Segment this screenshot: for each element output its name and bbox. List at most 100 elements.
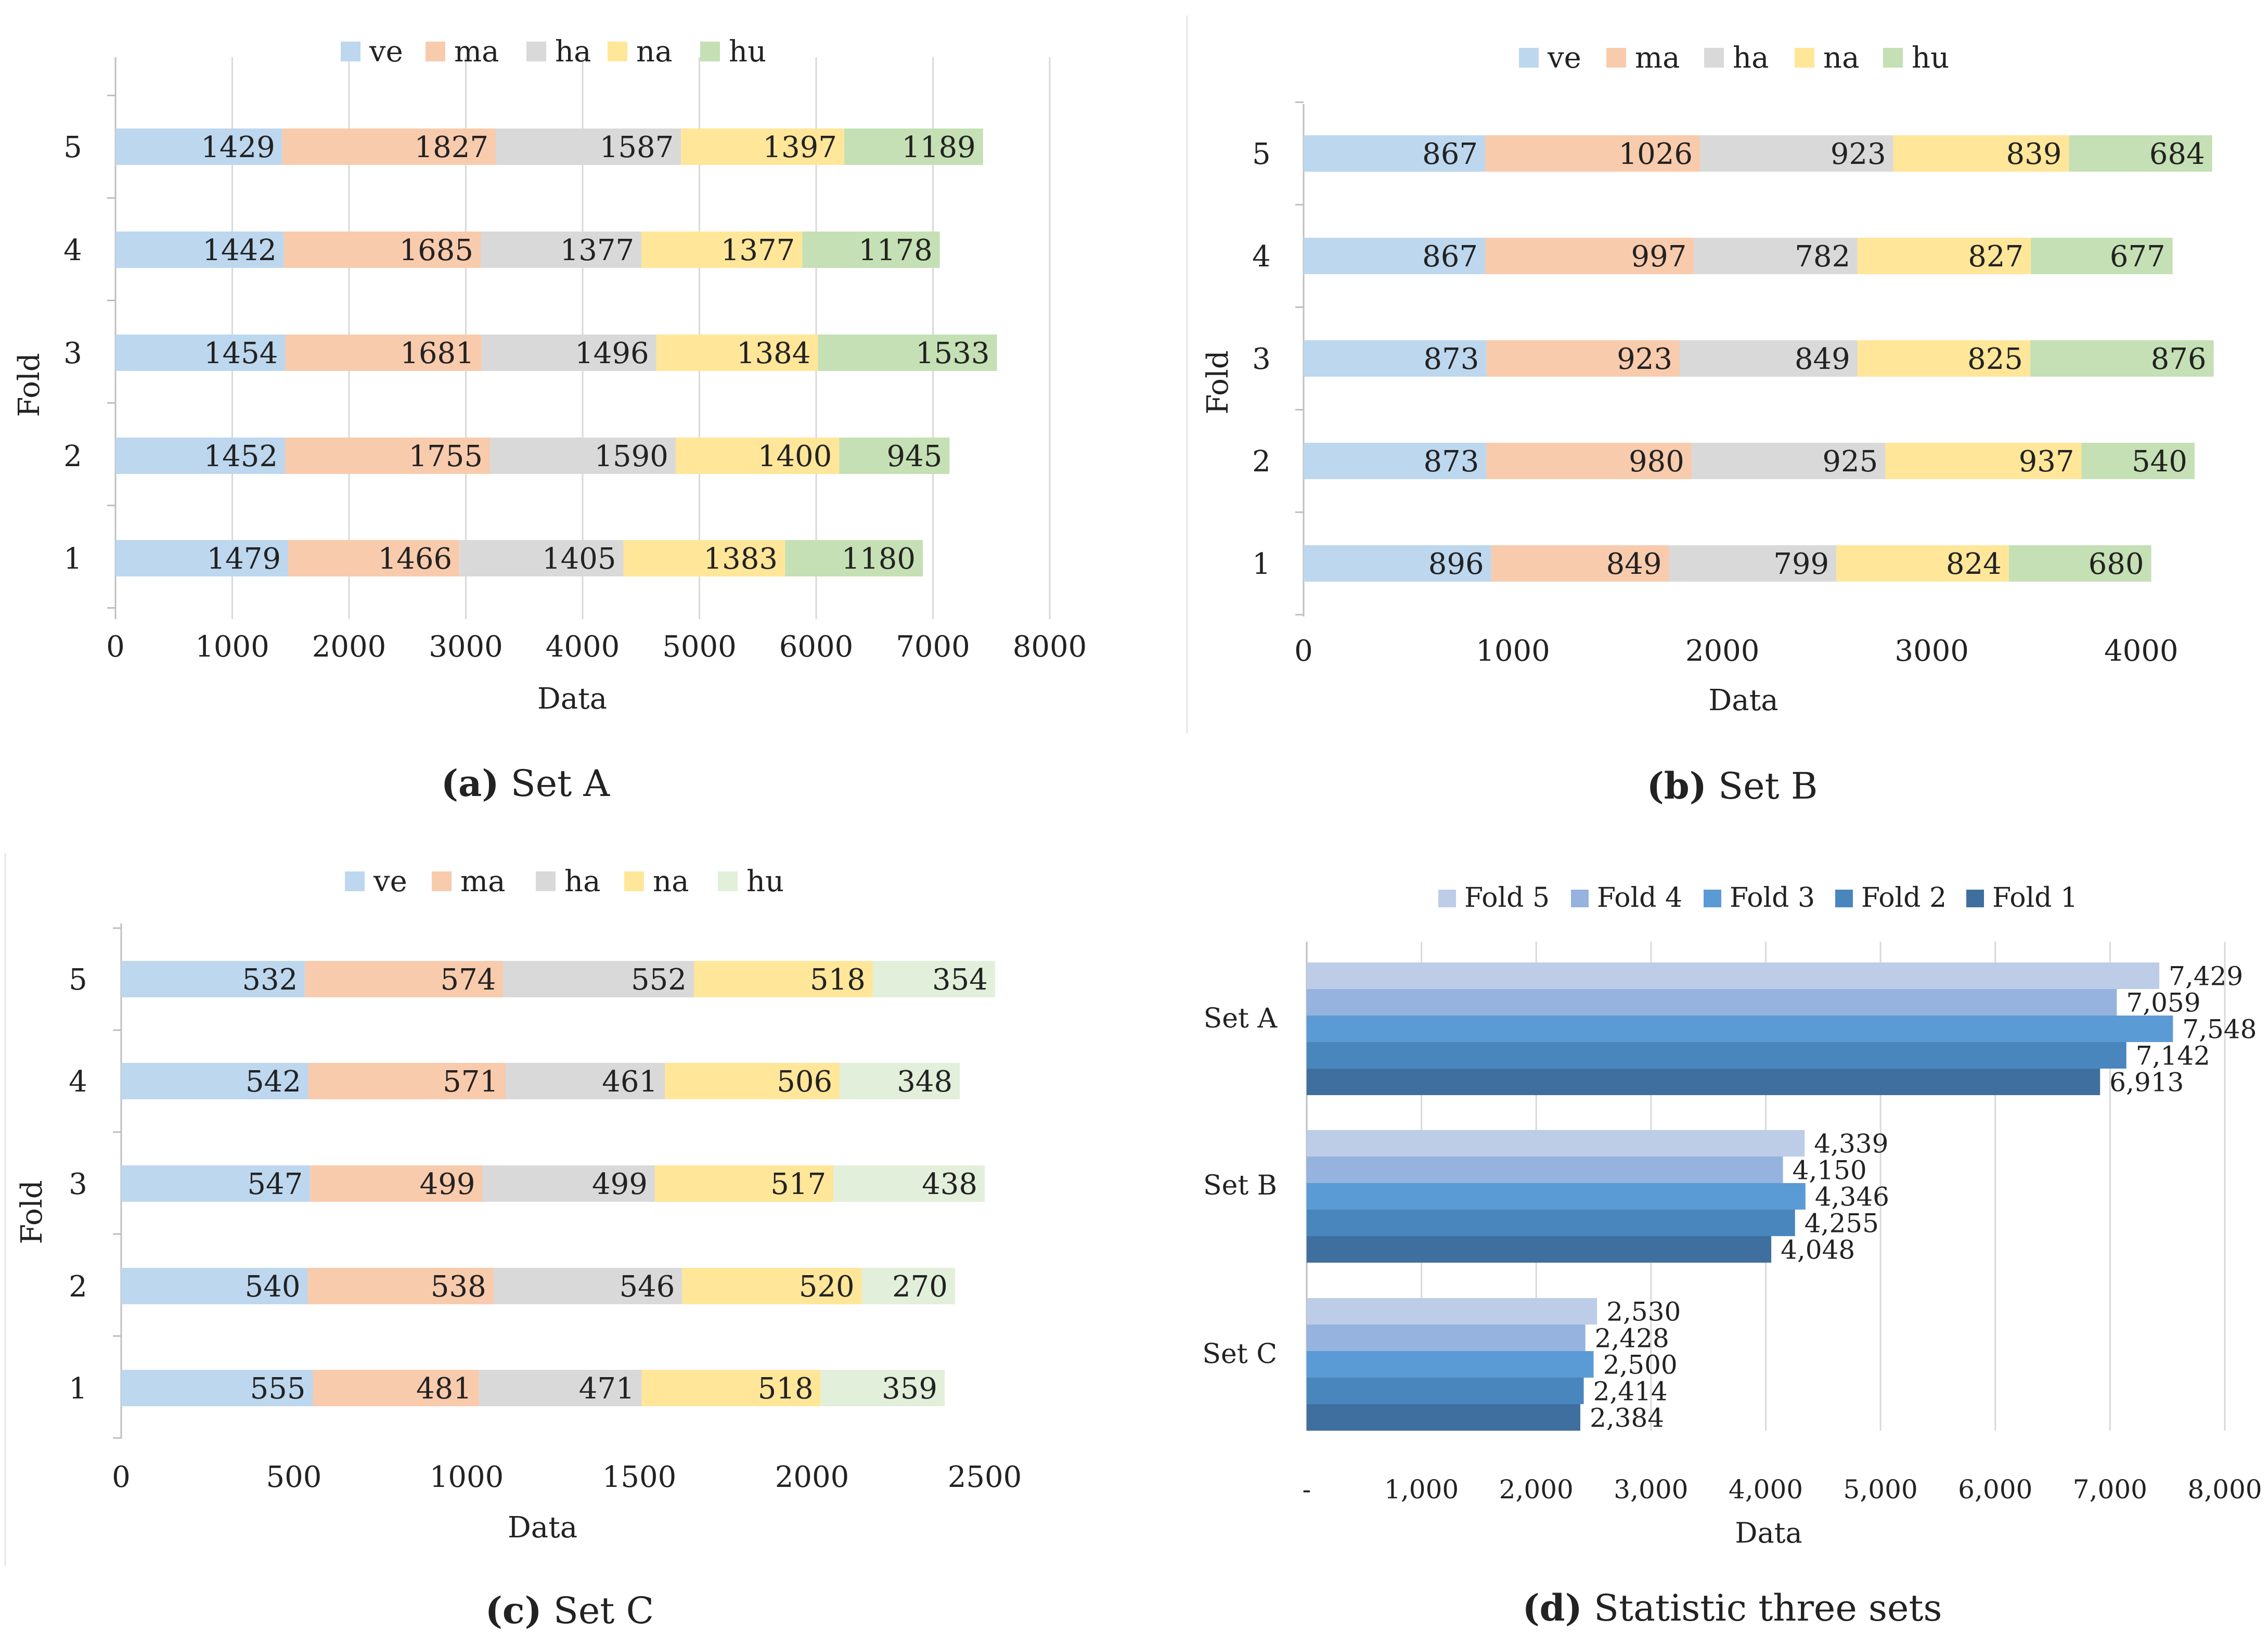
bar-ha-fold-4	[481, 232, 642, 268]
category-label: 3	[69, 1167, 87, 1201]
bar-ve-fold-5	[115, 129, 282, 165]
bar-ha-fold-3	[481, 335, 656, 371]
bar-ve-fold-1	[121, 1370, 313, 1406]
data-label-na-fold-4: 506	[777, 1065, 832, 1099]
bar-fold-4-set-a	[1307, 989, 2117, 1016]
data-label-ve-fold-1: 555	[250, 1372, 306, 1406]
data-label-ve-fold-2: 873	[1424, 445, 1479, 479]
data-label-ve-fold-4: 867	[1422, 240, 1478, 274]
category-label: 5	[1252, 137, 1271, 171]
bar-ma-fold-4	[1485, 238, 1694, 274]
data-label-ha-fold-3: 1496	[575, 337, 649, 370]
category-label: 5	[63, 131, 82, 164]
data-label-fold-4-set-c: 2,428	[1595, 1324, 1669, 1354]
x-tick-label: 8,000	[2187, 1474, 2262, 1505]
data-label-na-fold-5: 839	[2006, 137, 2061, 171]
x-tick-label: 3000	[429, 630, 503, 664]
data-label-hu-fold-1: 1180	[841, 542, 916, 576]
legend-label-hu: hu	[746, 865, 784, 898]
bar-ma-fold-5	[1485, 135, 1700, 172]
legend-label-na: na	[1823, 41, 1859, 75]
bar-ve-fold-1	[115, 540, 289, 576]
bar-hu-fold-3	[2030, 340, 2214, 377]
category-label: 5	[69, 963, 87, 997]
data-label-fold-3-set-c: 2,500	[1603, 1350, 1678, 1380]
data-label-fold-2-set-a: 7,142	[2136, 1041, 2210, 1071]
x-tick-label: 5000	[662, 630, 737, 664]
bar-hu-fold-3	[818, 335, 997, 371]
bar-ma-fold-3	[285, 335, 482, 371]
bar-ve-fold-2	[121, 1268, 308, 1304]
bar-ma-fold-3	[1486, 340, 1680, 377]
data-label-ma-fold-1: 481	[416, 1372, 472, 1406]
bar-fold-4-set-c	[1307, 1325, 1586, 1351]
data-label-ha-fold-2: 925	[1822, 445, 1878, 479]
x-tick-label: 0	[106, 630, 125, 664]
bar-na-fold-1	[623, 540, 785, 576]
data-label-hu-fold-4: 1178	[858, 234, 933, 267]
data-label-ma-fold-2: 980	[1629, 445, 1684, 479]
legend-label-ve: ve	[1547, 41, 1581, 75]
data-label-fold-1-set-a: 6,913	[2109, 1068, 2184, 1098]
caption-b: (b) Set B	[1647, 764, 1818, 807]
x-tick-label: 7,000	[2073, 1474, 2147, 1505]
bar-ve-fold-1	[1304, 545, 1491, 582]
y-axis-title: Fold	[12, 353, 46, 417]
x-tick-label: 1,000	[1384, 1474, 1459, 1505]
bar-fold-2-set-a	[1307, 1042, 2127, 1069]
legend-swatch-fold-5	[1438, 890, 1456, 907]
category-label: 2	[69, 1270, 87, 1304]
legend-label-fold-3: Fold 3	[1730, 882, 1815, 914]
data-label-ve-fold-3: 547	[247, 1167, 303, 1201]
category-label: 3	[1252, 342, 1271, 376]
bar-na-fold-2	[682, 1268, 862, 1304]
category-label: 1	[63, 542, 82, 576]
data-label-ve-fold-4: 1442	[202, 234, 277, 267]
data-label-na-fold-2: 1400	[758, 440, 832, 473]
data-label-ma-fold-4: 571	[443, 1065, 498, 1099]
bar-ve-fold-3	[1304, 340, 1487, 377]
data-label-ha-fold-4: 461	[602, 1065, 658, 1099]
data-label-ve-fold-3: 873	[1424, 342, 1479, 376]
legend-label-ma: ma	[1635, 41, 1680, 75]
data-label-hu-fold-2: 540	[2132, 445, 2187, 479]
bar-hu-fold-1	[785, 540, 923, 576]
data-label-ma-fold-5: 1827	[414, 131, 488, 164]
bar-hu-fold-5	[872, 961, 995, 997]
bar-na-fold-5	[693, 961, 873, 997]
category-label: 4	[63, 234, 82, 267]
data-label-na-fold-3: 517	[770, 1167, 826, 1201]
bar-hu-fold-5	[2069, 135, 2212, 172]
legend-swatch-ha	[526, 42, 546, 61]
x-tick-label: 3,000	[1614, 1474, 1688, 1505]
bar-hu-fold-1	[820, 1370, 945, 1406]
bar-ma-fold-4	[308, 1063, 506, 1099]
y-axis-title: Fold	[1201, 350, 1235, 414]
data-label-na-fold-3: 825	[1967, 342, 2023, 376]
legend-swatch-ma	[426, 42, 445, 61]
data-label-ha-fold-4: 782	[1795, 240, 1850, 274]
bar-ha-fold-1	[479, 1370, 642, 1406]
data-label-ve-fold-3: 1454	[204, 337, 278, 370]
data-label-fold-4-set-b: 4,150	[1793, 1155, 1867, 1186]
data-label-ma-fold-5: 1026	[1619, 137, 1693, 171]
data-label-ha-fold-1: 799	[1773, 547, 1829, 581]
data-label-fold-3-set-a: 7,548	[2182, 1014, 2257, 1045]
legend-label-ha: ha	[1733, 41, 1769, 75]
bar-ma-fold-2	[285, 438, 490, 474]
data-label-hu-fold-5: 354	[932, 963, 988, 997]
data-label-ma-fold-2: 1755	[408, 440, 483, 473]
bar-ha-fold-1	[459, 540, 624, 576]
legend-label-ma: ma	[460, 865, 506, 898]
data-label-ve-fold-5: 867	[1422, 137, 1478, 171]
x-tick-label: 1500	[602, 1460, 677, 1494]
x-tick-label: 2000	[312, 630, 386, 664]
bar-ma-fold-1	[1491, 545, 1669, 582]
x-tick-label: 3000	[1895, 634, 1969, 668]
bar-hu-fold-5	[844, 129, 983, 165]
data-label-ve-fold-1: 1479	[207, 542, 281, 576]
legend-swatch-na	[624, 871, 644, 891]
